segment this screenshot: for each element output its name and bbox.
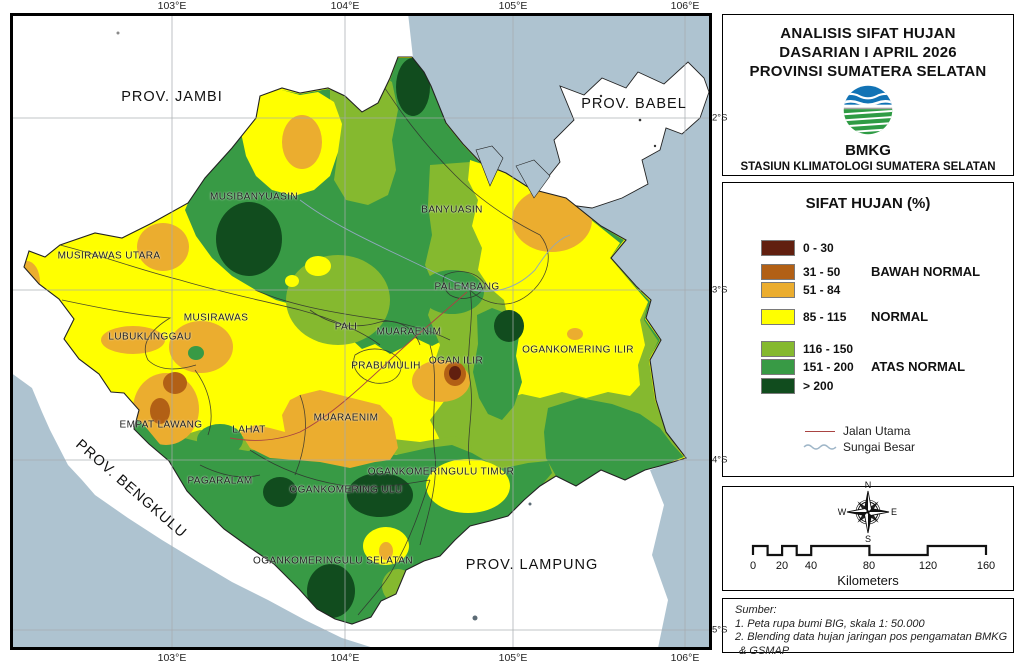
scale-bar — [751, 544, 988, 557]
legend-road-label: Jalan Utama — [843, 424, 911, 438]
station-name: STASIUN KLIMATOLOGI SUMATERA SELATAN — [740, 161, 996, 173]
label-lahat: LAHAT — [232, 424, 266, 436]
bmkg-wordmark: BMKG — [845, 142, 891, 159]
lat-label: 4°S — [712, 454, 728, 466]
label-prov-babel: PROV. BABEL — [581, 96, 687, 112]
scale-tick: 20 — [775, 560, 789, 572]
legend-group-normal: NORMAL — [871, 309, 929, 324]
svg-text:W: W — [838, 507, 847, 517]
scale-tick: 120 — [918, 560, 938, 572]
lat-label: 3°S — [712, 284, 728, 296]
map-title-line3: PROVINSI SUMATERA SELATAN — [749, 63, 987, 80]
scale-unit-label: Kilometers — [837, 573, 899, 588]
label-lubuklinggau: LUBUKLINGGAU — [108, 331, 192, 343]
label-muaraenim-south: MUARAENIM — [313, 412, 379, 424]
label-pagaralam: PAGARALAM — [187, 475, 253, 487]
graticule — [13, 16, 709, 648]
source-line-2: 2. Blending data hujan jaringan pos peng… — [735, 631, 1008, 643]
legend-group-atas-normal: ATAS NORMAL — [871, 359, 966, 374]
label-banyuasin: BANYUASIN — [421, 204, 483, 216]
legend-range-151-200: 151 - 200 — [803, 360, 854, 374]
source-heading: Sumber: — [735, 604, 777, 616]
compass-rose-icon: N S W E — [838, 481, 897, 543]
title-panel: ANALISIS SIFAT HUJAN DASARIAN I APRIL 20… — [722, 14, 1014, 176]
source-panel: Sumber: 1. Peta rupa bumi BIG, skala 1: … — [722, 598, 1014, 657]
legend-swatch-116-150 — [761, 341, 795, 357]
legend-swatch-0-30 — [761, 240, 795, 256]
district-boundaries — [59, 67, 549, 616]
road-symbol — [805, 431, 835, 432]
label-ogan-ilir: OGAN ILIR — [428, 355, 484, 367]
legend-swatch-51-84 — [761, 282, 795, 298]
svg-text:N: N — [865, 481, 872, 490]
label-musirawas: MUSIRAWAS — [183, 312, 249, 324]
lon-label: 105°E — [498, 652, 528, 664]
lat-label: 2°S — [712, 112, 728, 124]
label-palembang: PALEMBANG — [434, 281, 500, 293]
lon-label: 104°E — [330, 0, 360, 12]
legend-range-31-50: 31 - 50 — [803, 265, 841, 279]
legend-range-116-150: 116 - 150 — [803, 342, 854, 356]
label-okut: OGANKOMERINGULU TIMUR — [367, 466, 515, 478]
label-ogankomering-ulu: OGANKOMERING ULU — [289, 484, 403, 496]
label-prov-jambi: PROV. JAMBI — [121, 89, 223, 105]
river-symbol — [803, 444, 837, 450]
label-musibanyuasin: MUSIBANYUASIN — [210, 191, 298, 203]
legend-range-0-30: 0 - 30 — [803, 241, 834, 255]
svg-text:E: E — [891, 507, 897, 517]
scale-tick: 0 — [749, 560, 757, 572]
legend-title: SIFAT HUJAN (%) — [805, 195, 931, 212]
lon-label: 105°E — [498, 0, 528, 12]
lon-label: 103°E — [157, 0, 187, 12]
bmkg-logo — [843, 85, 893, 135]
label-empat-lawang: EMPAT LAWANG — [119, 419, 203, 431]
legend-swatch-31-50 — [761, 264, 795, 280]
lat-label: 5°S — [712, 624, 728, 636]
source-line-3: & GSMAP — [739, 644, 790, 657]
svg-text:S: S — [865, 534, 871, 543]
legend-swatch-151-200 — [761, 359, 795, 375]
scale-tick: 40 — [804, 560, 818, 572]
lon-label: 103°E — [157, 652, 187, 664]
legend-group-bawah-normal: BAWAH NORMAL — [871, 264, 981, 279]
legend-range-gt200: > 200 — [803, 379, 834, 393]
scale-tick: 80 — [862, 560, 876, 572]
map-title-line2: DASARIAN I APRIL 2026 — [779, 44, 957, 61]
road-line — [229, 291, 468, 441]
legend-swatch-85-115 — [761, 309, 795, 325]
river-lines — [299, 199, 571, 292]
map-frame — [10, 13, 712, 650]
label-musirawas-utara: MUSIRAWAS UTARA — [57, 250, 161, 262]
legend-swatch-gt200 — [761, 378, 795, 394]
legend-river-label: Sungai Besar — [843, 440, 916, 454]
label-prabumulih: PRABUMULIH — [351, 360, 421, 372]
map-title-line1: ANALISIS SIFAT HUJAN — [780, 25, 956, 42]
label-prov-lampung: PROV. LAMPUNG — [465, 557, 599, 573]
label-okus: OGANKOMERINGULU SELATAN — [253, 555, 413, 567]
legend-panel: SIFAT HUJAN (%) 0 - 30 31 - 50 51 - 84 8… — [722, 182, 1014, 477]
lon-label: 106°E — [670, 0, 700, 12]
label-pali: PALI — [334, 321, 358, 333]
scale-tick: 160 — [976, 560, 996, 572]
legend-range-51-84: 51 - 84 — [803, 283, 841, 297]
source-line-1: 1. Peta rupa bumi BIG, skala 1: 50.000 — [735, 617, 925, 630]
lon-label: 106°E — [670, 652, 700, 664]
legend-range-85-115: 85 - 115 — [803, 310, 847, 324]
sea-southwest — [12, 373, 374, 648]
label-muaraenim-north: MUARAENIM — [376, 326, 442, 338]
lon-label: 104°E — [330, 652, 360, 664]
scale-panel: N S W E 0 20 40 80 120 160 Kilometers — [722, 481, 1014, 591]
label-ogankomering-ilir: OGANKOMERING ILIR — [522, 344, 634, 356]
